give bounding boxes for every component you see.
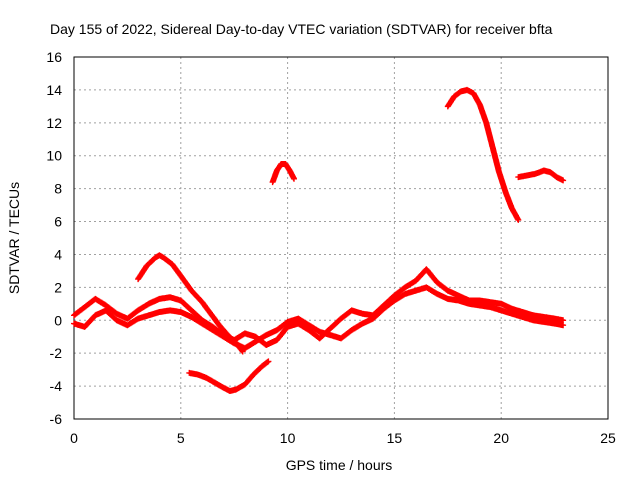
track-arc-22h-markers	[515, 167, 567, 184]
data-points	[71, 86, 567, 394]
x-tick-labels: 0 5 10 15 20 25	[70, 430, 616, 446]
x-tick-label: 15	[387, 430, 403, 446]
track-arc-22h	[515, 167, 567, 184]
plot-frame	[73, 56, 609, 420]
track-main-a	[71, 266, 567, 348]
track-arc-7h	[186, 358, 272, 394]
y-axis-label: SDTVAR / TECUs	[6, 182, 22, 294]
x-tick-label: 20	[493, 430, 509, 446]
track-arc-7h-markers	[186, 358, 272, 394]
track-arc-10h	[269, 161, 297, 186]
y-tick-label: 10	[46, 148, 62, 164]
x-tick-label: 25	[600, 430, 616, 446]
y-tick-labels: -6 -4 -2 0 2 4 6 8 10 12 14 16	[46, 49, 62, 427]
track-main-b-markers	[71, 284, 567, 352]
y-tick-label: -6	[50, 411, 63, 427]
x-axis-label: GPS time / hours	[286, 457, 393, 473]
track-main-b	[71, 284, 567, 352]
y-tick-label: -2	[50, 345, 63, 361]
x-tick-label: 0	[70, 430, 78, 446]
track-arc-10h-markers	[269, 161, 297, 186]
x-tick-label: 5	[177, 430, 185, 446]
grid-lines	[74, 57, 608, 419]
y-tick-label: 0	[54, 312, 62, 328]
y-tick-label: 4	[54, 246, 62, 262]
track-arc-19h-markers	[444, 86, 522, 223]
y-tick-label: 12	[46, 115, 62, 131]
track-arc-19h	[444, 86, 522, 223]
track-arc-4h-markers	[135, 252, 246, 355]
axis-ticks	[74, 57, 608, 419]
track-main-a-markers	[71, 266, 567, 348]
track-arc-4h	[135, 252, 246, 355]
x-tick-label: 10	[280, 430, 296, 446]
y-tick-label: 14	[46, 82, 62, 98]
chart-title: Day 155 of 2022, Sidereal Day-to-day VTE…	[50, 21, 553, 37]
y-tick-label: 6	[54, 214, 62, 230]
y-tick-label: 16	[46, 49, 62, 65]
y-tick-label: -4	[50, 378, 63, 394]
y-tick-label: 2	[54, 279, 62, 295]
y-tick-label: 8	[54, 181, 62, 197]
